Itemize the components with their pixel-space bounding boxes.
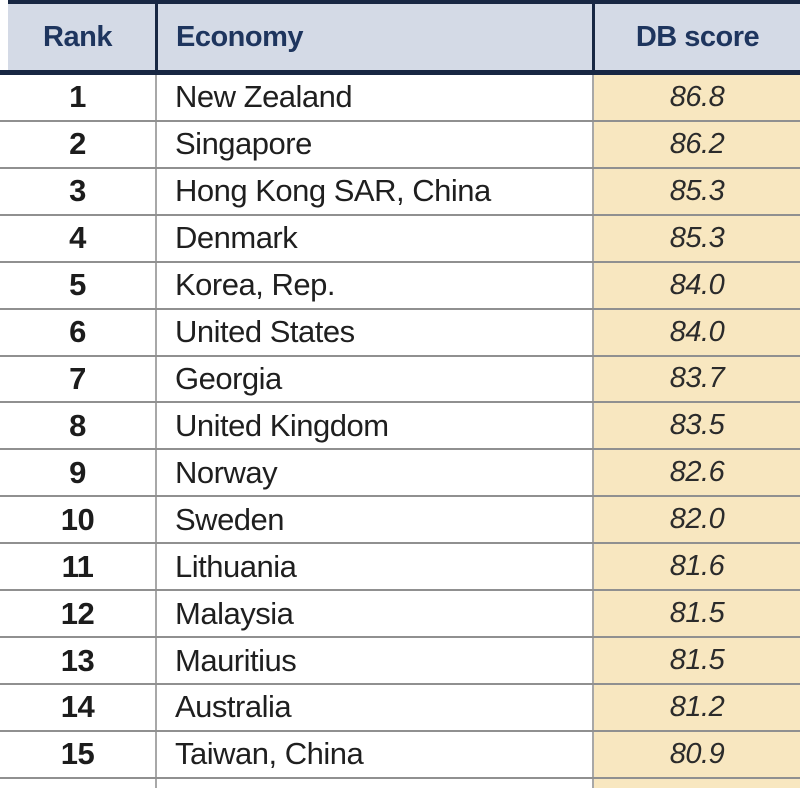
table-row: 11 Lithuania 81.6 [0,544,800,592]
table-row [0,778,800,788]
economy-cell: Lithuania [155,544,592,590]
economy-cell: Denmark [155,215,592,261]
rank-cell: 10 [60,501,95,537]
rank-cell: 3 [69,173,86,209]
score-cell: 85.3 [592,215,800,261]
economy-cell: Singapore [155,121,592,167]
table-header-rule [0,70,800,75]
column-header-rank: Rank [43,20,112,53]
rank-cell: 4 [69,220,86,256]
score-cell: 82.0 [592,497,800,543]
score-cell: 83.5 [592,403,800,449]
economy-cell: Mauritius [155,638,592,683]
table-body: 1 New Zealand 86.8 2 Singapore 86.2 3 Ho… [0,75,800,788]
table-row: 4 Denmark 85.3 [0,215,800,263]
economy-cell: United States [155,309,592,355]
table-row: 1 New Zealand 86.8 [0,75,800,122]
table-header-row: Rank Economy DB score [0,4,800,70]
table-row: 15 Taiwan, China 80.9 [0,731,800,779]
table-row: 7 Georgia 83.7 [0,356,800,404]
score-cell: 86.8 [592,75,800,120]
score-cell: 82.6 [592,450,800,496]
economy-cell: Malaysia [155,591,592,637]
rank-cell [0,779,155,788]
score-cell: 85.3 [592,168,800,214]
table-row: 2 Singapore 86.2 [0,121,800,169]
economy-cell: Taiwan, China [155,731,592,777]
table-row: 6 United States 84.0 [0,309,800,357]
rank-cell: 1 [69,79,86,115]
rank-cell: 8 [69,407,86,443]
economy-cell: New Zealand [155,75,592,120]
column-header-db-score: DB score [592,4,800,70]
economy-cell [155,778,592,788]
table-row: 9 Norway 82.6 [0,450,800,498]
rank-cell: 9 [69,454,86,490]
rank-cell: 7 [69,360,86,396]
economy-cell: Norway [155,450,592,496]
table-row: 8 United Kingdom 83.5 [0,403,800,451]
score-cell: 81.2 [592,684,800,730]
rank-cell: 6 [69,314,86,350]
economy-cell: Korea, Rep. [155,262,592,308]
rank-cell: 2 [69,126,86,162]
rank-cell: 15 [60,736,95,772]
table-row: 10 Sweden 82.0 [0,497,800,545]
economy-cell: Georgia [155,356,592,402]
economy-cell: Sweden [155,497,592,543]
score-cell: 81.6 [592,544,800,590]
score-cell: 86.2 [592,121,800,167]
score-cell [592,778,800,788]
rank-cell: 11 [61,548,94,584]
table-row: 13 Mauritius 81.5 [0,638,800,685]
rank-cell: 12 [60,595,95,631]
column-header-economy: Economy [155,4,592,70]
table-row: 12 Malaysia 81.5 [0,591,800,639]
table-top-rule [8,0,800,4]
rank-cell: 14 [60,689,95,725]
table-row: 5 Korea, Rep. 84.0 [0,262,800,310]
table-row: 14 Australia 81.2 [0,684,800,732]
rank-cell: 5 [69,267,86,303]
score-cell: 83.7 [592,356,800,402]
economy-cell: Australia [155,684,592,730]
economy-cell: United Kingdom [155,403,592,449]
economy-cell: Hong Kong SAR, China [155,168,592,214]
score-cell: 81.5 [592,591,800,637]
score-cell: 80.9 [592,731,800,777]
score-cell: 81.5 [592,638,800,683]
score-cell: 84.0 [592,309,800,355]
table-row: 3 Hong Kong SAR, China 85.3 [0,168,800,216]
score-cell: 84.0 [592,262,800,308]
rank-cell: 13 [60,642,95,678]
